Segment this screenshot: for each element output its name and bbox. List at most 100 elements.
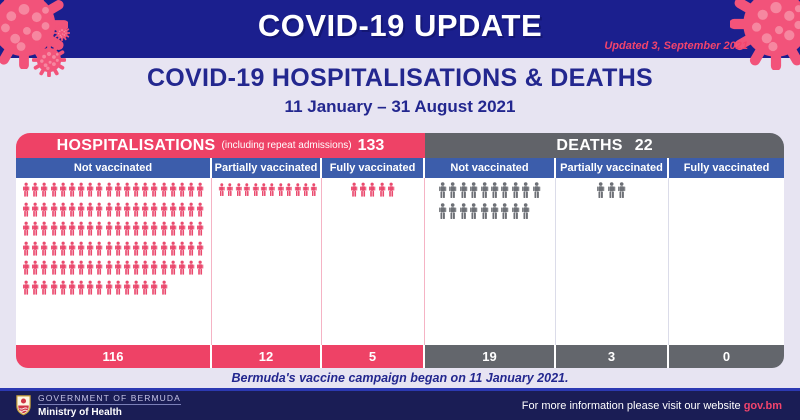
person-icon [260,182,268,198]
person-icon [105,280,113,296]
person-icon [490,182,499,199]
icon-grid [218,182,319,198]
person-icon [169,202,177,218]
icon-grid [22,182,205,296]
person-icon [132,182,140,198]
person-icon [141,221,149,237]
person-icon [40,182,48,198]
person-icon [123,241,131,257]
icon-row [22,202,205,218]
column-header-not-vaccinated: Not vaccinated [425,158,556,178]
icon-row [218,182,319,198]
person-icon [448,182,457,199]
page-title: COVID-19 HOSPITALISATIONS & DEATHS [146,64,654,92]
person-icon [252,182,260,198]
person-icon [196,202,204,218]
person-icon [114,280,122,296]
person-icon [350,182,358,198]
person-icon [169,241,177,257]
person-icon [86,280,94,296]
person-icon [141,182,149,198]
person-icon [132,280,140,296]
icon-grid [438,182,542,220]
person-icon [141,202,149,218]
pictogram-table: HOSPITALISATIONS (including repeat admis… [16,133,784,368]
total-partially-vaccinated: 12 [212,345,322,368]
deaths-total: 22 [634,136,653,154]
person-icon [500,203,509,220]
person-icon [160,241,168,257]
person-icon [68,260,76,276]
person-icon [95,182,103,198]
person-icon [169,221,177,237]
person-icon [86,202,94,218]
person-icon [68,221,76,237]
icon-cell-partially-vaccinated [212,178,322,345]
person-icon [31,182,39,198]
person-icon [285,182,293,198]
person-icon [31,280,39,296]
person-icon [187,221,195,237]
person-icon [160,260,168,276]
person-icon [187,241,195,257]
person-icon [387,182,395,198]
person-icon [490,203,499,220]
person-icon [123,182,131,198]
icon-row [438,203,542,220]
person-icon [50,221,58,237]
icon-row [22,280,205,296]
person-icon [50,241,58,257]
person-icon [105,241,113,257]
person-icon [469,203,478,220]
top-banner [0,0,800,58]
column-header-partially-vaccinated: Partially vaccinated [556,158,669,178]
icon-grid [350,182,396,198]
person-icon [86,221,94,237]
person-icon [521,203,530,220]
person-icon [59,241,67,257]
person-icon [114,260,122,276]
icon-row [22,221,205,237]
person-icon [22,202,30,218]
deaths-header: DEATHS 22 [425,133,784,158]
person-icon [132,202,140,218]
person-icon [160,221,168,237]
person-icon [95,221,103,237]
person-icon [243,182,251,198]
person-icon [178,241,186,257]
icon-row [22,260,205,276]
govbm-link[interactable]: gov.bm [743,399,782,412]
person-icon [68,182,76,198]
person-icon [150,202,158,218]
person-icon [40,221,48,237]
person-icon [218,182,226,198]
person-icon [226,182,234,198]
person-icon [77,280,85,296]
column-header-fully-vaccinated: Fully vaccinated [322,158,425,178]
hospitalisations-label: HOSPITALISATIONS [56,136,216,154]
total-not-vaccinated: 116 [16,345,212,368]
total-fully-vaccinated: 0 [669,345,784,368]
person-icon [378,182,386,198]
person-icon [77,241,85,257]
person-icon [617,182,626,199]
person-icon [68,202,76,218]
person-icon [169,260,177,276]
column-header-partially-vaccinated: Partially vaccinated [212,158,322,178]
person-icon [480,203,489,220]
hospitalisations-sublabel: (including repeat admissions) [221,140,352,151]
icon-cell-partially-vaccinated [556,178,669,345]
person-icon [268,182,276,198]
section-header-row: HOSPITALISATIONS (including repeat admis… [16,133,784,158]
person-icon [123,221,131,237]
person-icon [31,260,39,276]
person-icon [368,182,376,198]
person-icon [438,203,447,220]
person-icon [141,260,149,276]
total-fully-vaccinated: 5 [322,345,425,368]
person-icon [187,202,195,218]
person-icon [22,182,30,198]
footer-bar: GOVERNMENT OF BERMUDA Ministry of Health… [0,388,800,420]
person-icon [22,280,30,296]
person-icon [596,182,605,199]
